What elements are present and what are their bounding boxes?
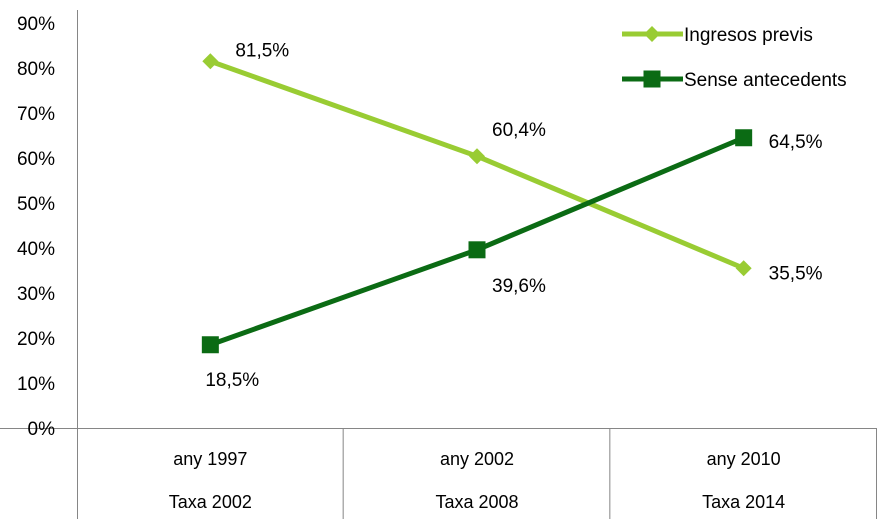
y-tick-label: 50% (17, 194, 55, 215)
data-label: 35,5% (769, 263, 823, 284)
data-point-square (735, 129, 753, 147)
series-line (209, 135, 745, 348)
data-label: 39,6% (492, 276, 546, 297)
category-label: any 2010 (707, 449, 781, 469)
series-lines (201, 53, 753, 354)
y-tick-label: 70% (17, 104, 55, 125)
data-point-square (468, 241, 486, 259)
data-point-square (201, 336, 219, 354)
y-tick-label: 30% (17, 284, 55, 305)
data-point-diamond (469, 148, 485, 165)
category-label: Taxa 2008 (435, 492, 518, 512)
y-tick-label: 20% (17, 329, 55, 350)
data-point-diamond (735, 260, 752, 277)
category-axis: any 1997 Taxa 2002 any 2002 Taxa 2008 any 20… (169, 449, 785, 512)
y-tick-label: 60% (17, 149, 55, 170)
y-axis-ticks: 0% 10% 20% 30% 40% 50% 60% 70% 80% 90% (17, 14, 55, 440)
legend: Ingresos previs Sense antecedents (622, 25, 847, 91)
series-line (209, 58, 745, 271)
data-point-diamond (202, 53, 219, 70)
y-tick-label: 80% (17, 59, 55, 80)
y-tick-label: 10% (17, 374, 55, 395)
data-label: 64,5% (769, 132, 823, 153)
category-label: any 2002 (440, 449, 514, 469)
y-tick-label: 40% (17, 239, 55, 260)
category-label: any 1997 (173, 449, 247, 469)
data-label: 60,4% (492, 120, 546, 141)
y-tick-label: 90% (17, 14, 55, 35)
data-label: 81,5% (235, 40, 289, 61)
category-label: Taxa 2002 (169, 492, 252, 512)
legend-label: Sense antecedents (684, 70, 847, 91)
legend-marker-diamond (644, 26, 660, 42)
legend-marker-square (643, 70, 661, 88)
category-label: Taxa 2014 (702, 492, 785, 512)
data-label: 18,5% (205, 370, 259, 391)
data-labels: 81,5% 60,4% 35,5% 18,5% 39,6% 64,5% (205, 40, 822, 391)
legend-label: Ingresos previs (684, 25, 813, 46)
y-tick-label: 0% (28, 419, 56, 440)
